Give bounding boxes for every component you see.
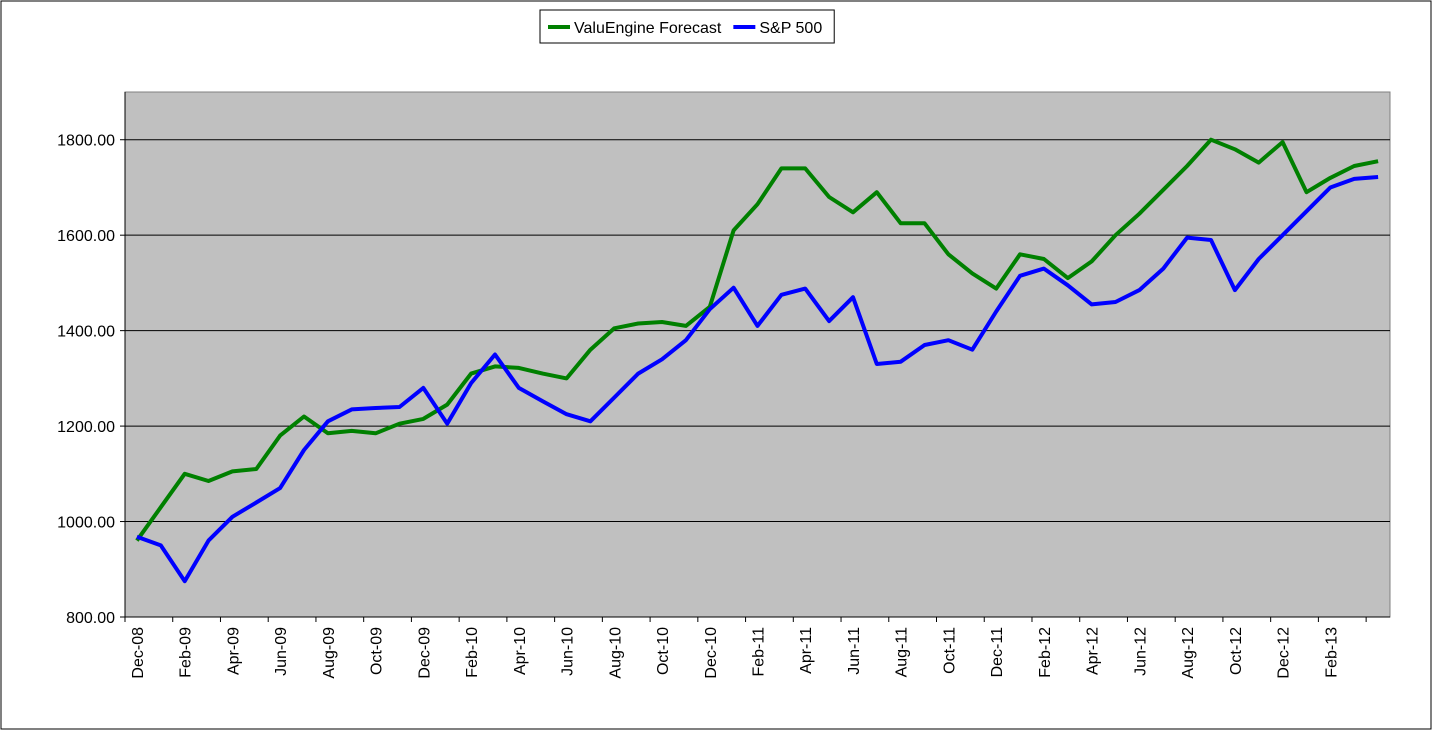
- plot-area: [124, 91, 1391, 618]
- y-tick-label: 1600.00: [57, 228, 115, 245]
- x-tick-label: Oct-09: [369, 627, 386, 675]
- x-tick-label: Dec-12: [1276, 627, 1293, 679]
- x-tick-label: Oct-10: [655, 627, 672, 675]
- x-tick-label: Apr-09: [225, 627, 242, 675]
- x-tick-label: Apr-11: [798, 627, 815, 674]
- x-tick-label: Apr-12: [1085, 627, 1102, 675]
- x-tick-label: Apr-10: [512, 627, 529, 675]
- y-tick-label: 1200.00: [57, 419, 115, 436]
- x-tick-label: Feb-11: [751, 627, 768, 677]
- y-tick-label: 800.00: [66, 610, 115, 627]
- x-tick-label: Jun-12: [1132, 627, 1149, 676]
- x-tick-label: Jun-11: [846, 627, 863, 675]
- y-tick-label: 1000.00: [57, 515, 115, 532]
- x-tick-label: Oct-11: [941, 627, 958, 674]
- series-line: [136, 175, 1379, 584]
- legend-label: S&P 500: [759, 20, 822, 37]
- legend-label: ValuEngine Forecast: [574, 20, 722, 37]
- x-tick-label: Aug-11: [894, 627, 911, 678]
- x-tick-label: Aug-09: [321, 627, 338, 679]
- x-tick-label: Oct-12: [1228, 627, 1245, 675]
- x-tick-label: Aug-12: [1180, 627, 1197, 679]
- x-tick-label: Jun-09: [273, 627, 290, 676]
- x-tick-label: Dec-09: [416, 627, 433, 679]
- x-tick-label: Feb-10: [464, 627, 481, 678]
- legend: ValuEngine Forecast S&P 500: [539, 9, 835, 44]
- y-tick-label: 1400.00: [57, 324, 115, 341]
- legend-box: [539, 9, 835, 44]
- x-tick-label: Aug-10: [607, 627, 624, 679]
- x-tick-label: Feb-09: [178, 627, 195, 678]
- x-tick-label: Dec-08: [130, 627, 147, 679]
- series-line: [135, 137, 1379, 542]
- x-tick-label: Dec-10: [703, 627, 720, 679]
- x-tick-label: Dec-11: [989, 627, 1006, 677]
- y-tick-label: 1800.00: [57, 133, 115, 150]
- x-tick-label: Jun-10: [560, 627, 577, 676]
- x-tick-label: Feb-13: [1323, 627, 1340, 678]
- x-tick-label: Feb-12: [1037, 627, 1054, 678]
